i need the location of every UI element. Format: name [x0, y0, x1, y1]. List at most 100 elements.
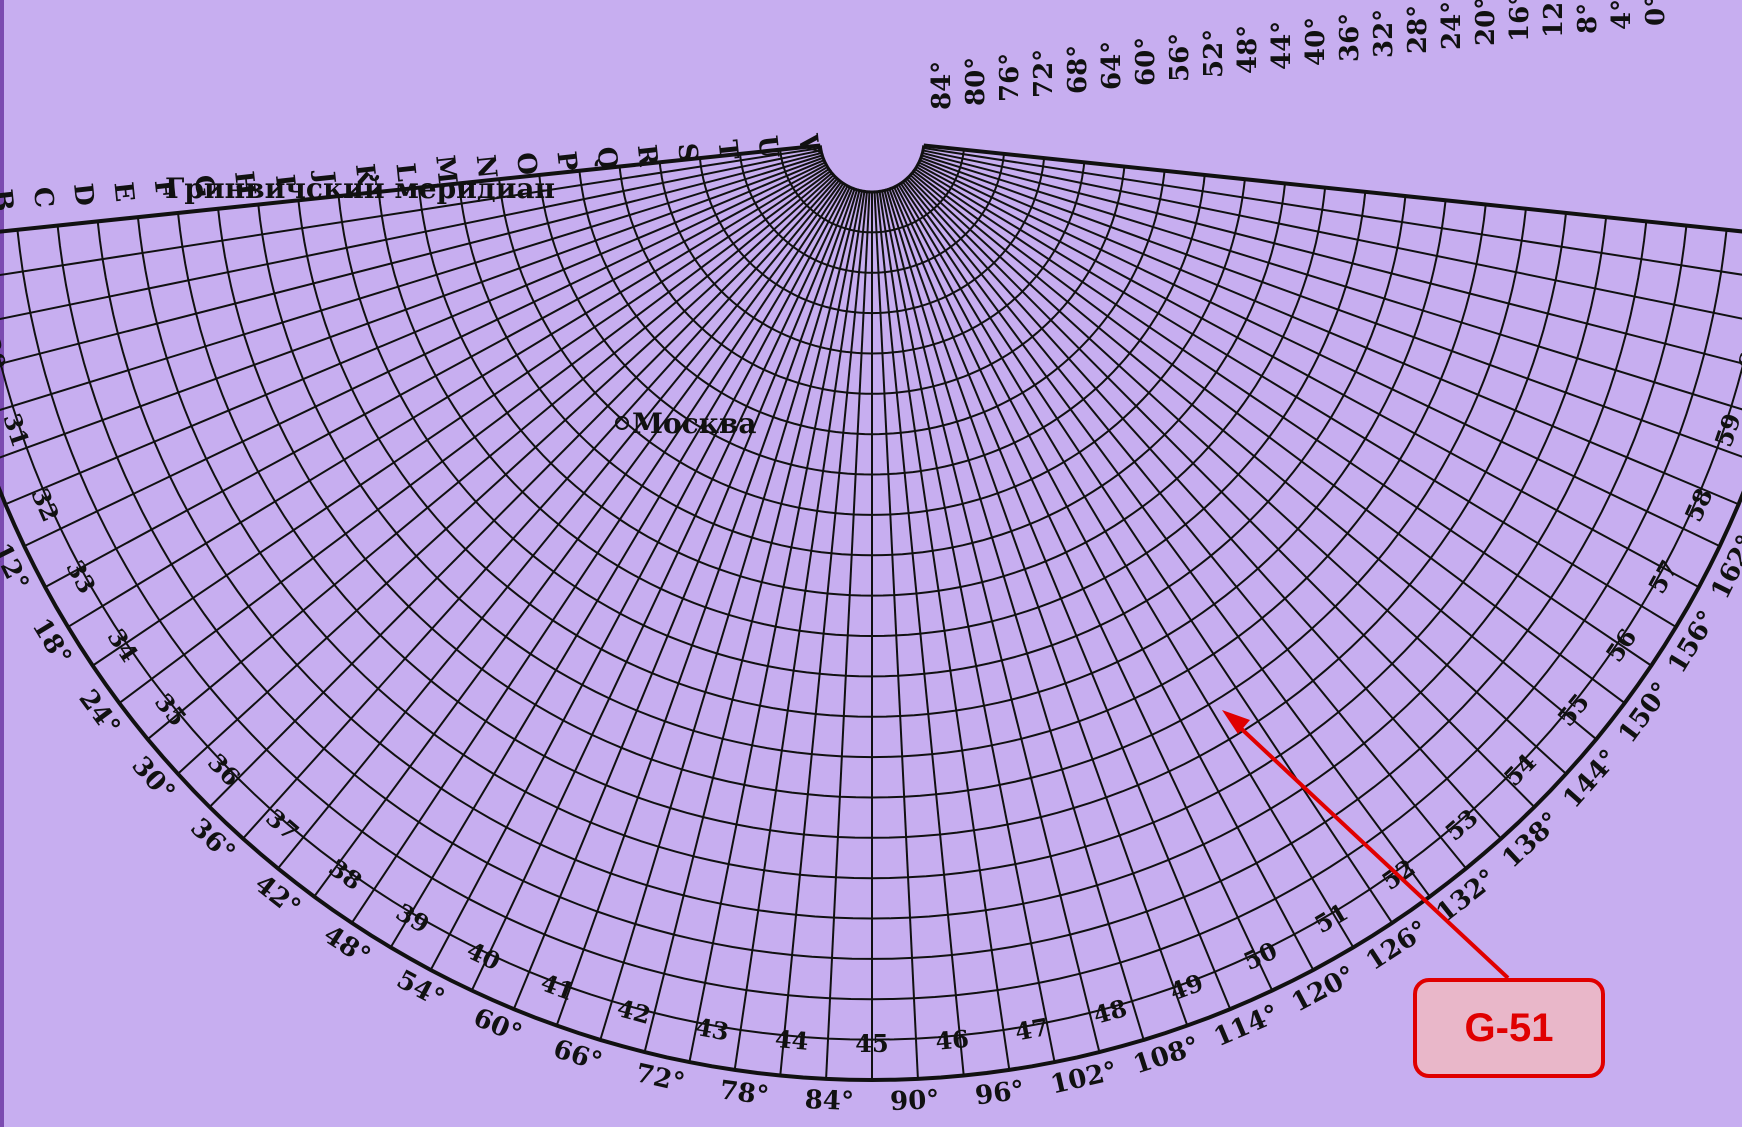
top-degree-label: 56° [1165, 33, 1195, 82]
row-letter: S [671, 142, 703, 164]
meridian-line [895, 185, 1315, 971]
top-degree-label: 4° [1607, 0, 1637, 30]
moscow-label: Москва [632, 407, 757, 440]
zone-number: 49 [1166, 968, 1207, 1007]
row-letter: V [792, 132, 824, 157]
top-degree-label: 12° [1539, 0, 1569, 38]
meridian-line [555, 188, 856, 1026]
top-degree-label: 72° [1029, 49, 1059, 98]
top-degree-label: 24° [1437, 1, 1467, 50]
meridian-line [429, 185, 849, 971]
row-letter: D [67, 182, 99, 208]
zone-number: 60 [1732, 333, 1742, 372]
row-letter: M [429, 154, 462, 186]
meridian-line [919, 159, 1739, 506]
meridian-line [389, 184, 847, 948]
meridian-line [873, 191, 919, 1079]
degree-label: 30° [125, 751, 180, 808]
zone-number: 35 [149, 688, 193, 732]
meridian-line [470, 186, 851, 991]
meridian-line [922, 149, 1742, 320]
greenwich-label: Гринвичский меридиан [165, 172, 555, 205]
zone-number: 37 [260, 803, 304, 847]
top-degree-label: 40° [1301, 17, 1331, 66]
row-letter: K [349, 162, 381, 189]
degree-label: 126° [1361, 915, 1434, 977]
zone-number: 45 [855, 1029, 888, 1058]
zone-number: 59 [1709, 410, 1742, 451]
row-letter: U [752, 134, 784, 160]
top-degree-label: 52° [1199, 29, 1229, 78]
meridian-line [893, 186, 1274, 991]
meridian-line [242, 177, 838, 840]
meridian-line [923, 143, 1742, 234]
meridian-line [0, 156, 824, 459]
meridian-line [825, 191, 871, 1079]
zone-number: 47 [1013, 1012, 1051, 1046]
meridian-line [881, 190, 1056, 1063]
degree-label: 42° [249, 869, 306, 923]
top-degree-label: 76° [995, 53, 1025, 102]
meridian-line [906, 177, 1502, 840]
top-degree-label: 80° [961, 57, 991, 106]
meridian-line [23, 161, 826, 548]
zone-number: 36 [202, 748, 246, 792]
meridian-line [92, 168, 830, 667]
meridian-line [899, 182, 1394, 924]
meridian-line [913, 170, 1626, 704]
row-letter: Q [591, 145, 623, 171]
meridian-line [883, 190, 1101, 1053]
meridian-line [779, 191, 868, 1076]
meridian-line [118, 170, 831, 704]
zone-number: 43 [693, 1012, 731, 1046]
meridian-line [918, 161, 1721, 548]
meridian-line [904, 179, 1467, 870]
degree-label: 24° [72, 684, 125, 741]
grid-lines [0, 143, 1742, 1083]
meridian-line [147, 172, 833, 740]
degree-label: 96° [973, 1075, 1026, 1111]
meridian-line [44, 163, 827, 588]
meridian-line [920, 156, 1742, 458]
meridian-line [897, 184, 1355, 948]
degree-label: 48° [318, 920, 376, 972]
meridian-line [733, 191, 866, 1071]
zone-number: 30 [0, 333, 12, 372]
row-letter: E [107, 180, 139, 203]
top-degree-label: 60° [1131, 37, 1161, 86]
row-letter: F [148, 178, 180, 200]
zone-number: 48 [1090, 993, 1130, 1030]
meridian-line [888, 188, 1189, 1026]
meridian-line [0, 151, 822, 365]
degree-label: 90° [889, 1085, 939, 1117]
callout-box: G-51 [1413, 978, 1605, 1078]
degree-label: 144° [1557, 744, 1624, 814]
meridian-line [915, 166, 1677, 628]
zone-number: 55 [1551, 688, 1595, 732]
degree-label: 72° [633, 1058, 688, 1098]
row-letter: O [510, 151, 542, 177]
callout-arrow [1222, 710, 1510, 980]
row-letter: I [269, 173, 300, 188]
top-degree-label: 48° [1233, 25, 1263, 74]
row-letter: H [228, 170, 260, 198]
zone-number: 57 [1642, 555, 1684, 598]
zone-number: 42 [614, 993, 654, 1030]
degree-label: 36° [184, 813, 240, 869]
zone-number: 50 [1239, 936, 1282, 977]
degree-label: 120° [1287, 960, 1360, 1018]
degree-label: 12° [0, 538, 34, 595]
meridian-line [917, 163, 1700, 588]
meridian-line [909, 174, 1567, 775]
meridian-line [599, 189, 858, 1041]
top-degree-label: 64° [1097, 41, 1127, 90]
left-border [0, 0, 4, 1127]
meridian-line [0, 149, 822, 321]
top-degree-label: 44° [1267, 21, 1297, 70]
row-letter: C [27, 186, 59, 210]
top-degree-label: 32° [1369, 9, 1399, 58]
row-letter: L [389, 162, 421, 183]
top-degree-label: 28° [1403, 5, 1433, 54]
meridian-line [177, 174, 835, 775]
